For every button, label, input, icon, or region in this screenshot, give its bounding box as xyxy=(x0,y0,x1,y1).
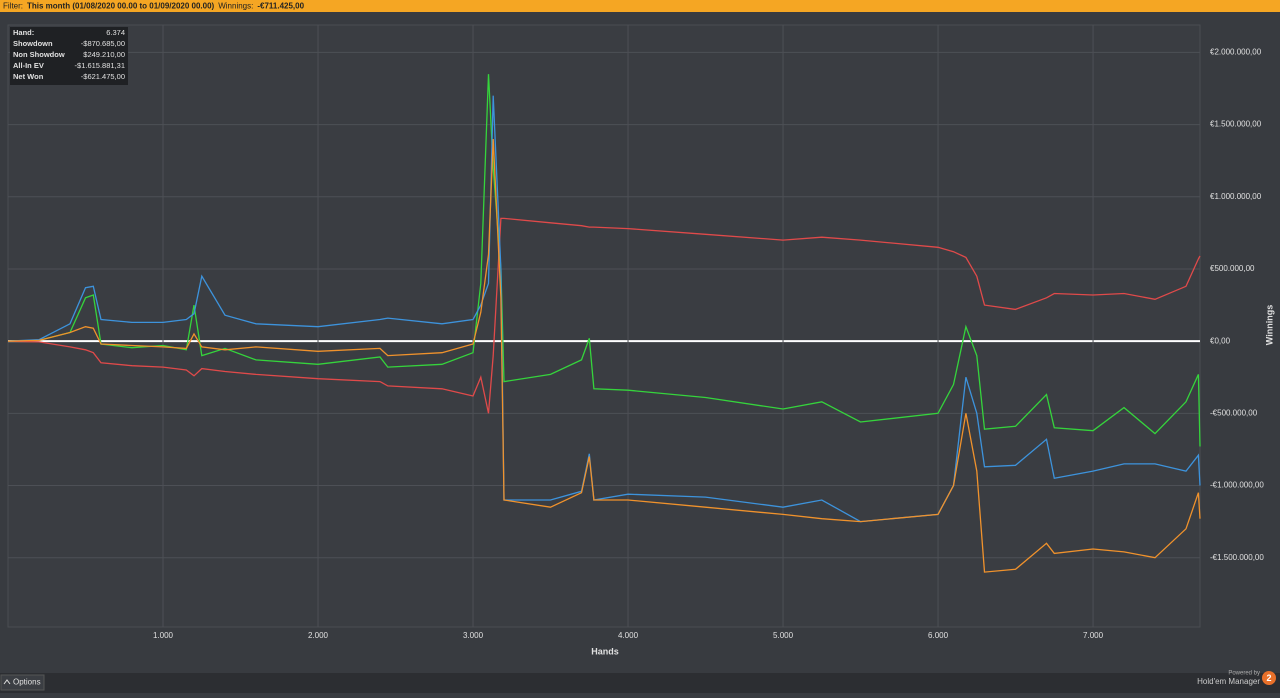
y-tick-label: €2.000.000,00 xyxy=(1210,48,1262,57)
options-button[interactable] xyxy=(0,674,45,691)
y-tick-label: €0,00 xyxy=(1210,336,1231,345)
info-value: -$621.475,00 xyxy=(81,72,125,81)
info-value: -$870.685,00 xyxy=(81,39,125,48)
winnings-label: Winnings: xyxy=(218,2,253,11)
x-tick-label: 3.000 xyxy=(463,631,484,640)
y-tick-label: €1.500.000,00 xyxy=(1210,120,1262,129)
info-label: Net Won xyxy=(13,72,44,81)
x-tick-label: 2.000 xyxy=(308,631,329,640)
y-tick-label: -€1.000.000,00 xyxy=(1210,481,1264,490)
info-rows: Hand: 6.374 Showdown -$870.685,00 Non Showdo… xyxy=(13,28,125,81)
y-tick-label: €1.000.000,00 xyxy=(1210,192,1262,201)
y-axis-label: Winnings xyxy=(1264,305,1274,345)
y-tick-label: -€500.000,00 xyxy=(1210,408,1258,417)
filter-bar xyxy=(0,0,1280,12)
info-label: All-In EV xyxy=(13,61,44,70)
info-value: -$1.615.881,31 xyxy=(75,61,125,70)
brand-logo xyxy=(1262,671,1276,685)
brand-version: 2 xyxy=(1266,673,1271,683)
bottom-bar xyxy=(0,673,1280,693)
info-box xyxy=(10,27,128,85)
x-tick-label: 5.000 xyxy=(773,631,794,640)
plot-background xyxy=(7,24,1201,628)
info-label: Non Showdow xyxy=(13,50,65,59)
y-tick-label: -€1.500.000,00 xyxy=(1210,553,1264,562)
x-tick-label: 6.000 xyxy=(928,631,949,640)
powered-by: Powered by xyxy=(1228,671,1260,677)
series-line xyxy=(7,217,1201,414)
winnings-value: -€711.425,00 xyxy=(257,2,304,11)
options-label[interactable]: Options xyxy=(13,678,41,687)
x-tick-label: 7.000 xyxy=(1083,631,1104,640)
filter-label: Filter: xyxy=(3,2,23,11)
x-axis-label: Hands xyxy=(591,646,619,656)
y-tick-label: €500.000,00 xyxy=(1210,264,1255,273)
plot-area xyxy=(7,24,1201,628)
info-label: Hand: xyxy=(13,28,34,37)
series-line xyxy=(7,138,1201,573)
options-icon xyxy=(3,679,11,685)
brand-name: Hold'em Manager xyxy=(1197,677,1260,686)
info-value: 6.374 xyxy=(106,28,125,37)
x-tick-label: 4.000 xyxy=(618,631,639,640)
info-value: $249.210,00 xyxy=(83,50,125,59)
filter-value: This month (01/08/2020 00.00 to 01/09/20… xyxy=(27,2,215,11)
x-tick-label: 1.000 xyxy=(153,631,174,640)
info-label: Showdown xyxy=(13,39,53,48)
series-line xyxy=(7,95,1201,523)
